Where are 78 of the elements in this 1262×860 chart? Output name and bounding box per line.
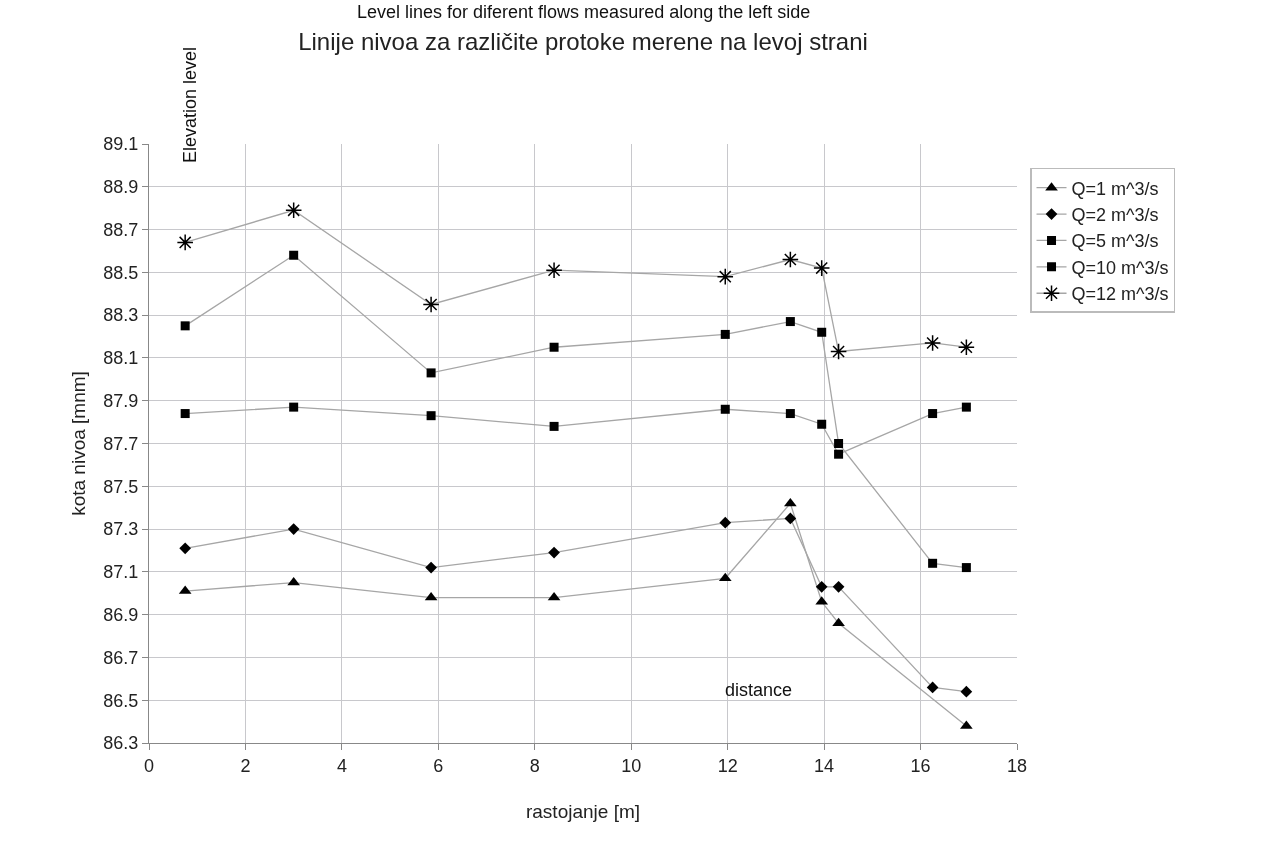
- x-tick-label: 12: [717, 755, 738, 776]
- point: [180, 409, 190, 419]
- point: [830, 342, 848, 361]
- y-tick-label: 88.9: [103, 177, 139, 198]
- point: [179, 542, 192, 555]
- y-tick-label: 87.1: [103, 562, 139, 583]
- point: [287, 523, 300, 535]
- x-tick-label: 16: [910, 755, 931, 776]
- x-axis-title: rastojanje [m]: [525, 801, 641, 823]
- point: [176, 233, 194, 251]
- legend-label: Q=1 m^3/s: [1071, 178, 1159, 199]
- point: [834, 449, 844, 459]
- chart-title: Linije nivoa za različite protoke merene na levoj strani: [298, 28, 868, 56]
- text: Level lines for diferent flows measured along the left side: [357, 2, 811, 22]
- y-tick-label: 87.5: [103, 476, 139, 497]
- point: [784, 497, 797, 507]
- point: [817, 419, 827, 429]
- point: [719, 516, 732, 529]
- point: [425, 561, 437, 574]
- y-tick-label: 86.3: [103, 733, 139, 754]
- annotation: Elevation level: [180, 46, 200, 163]
- y-tick-label: 86.7: [103, 647, 139, 668]
- point: [781, 250, 799, 269]
- point: [961, 563, 971, 573]
- annotation: distance: [725, 680, 793, 700]
- x-tick-label: 18: [1006, 755, 1028, 776]
- legend-label: Q=12 m^3/s: [1071, 284, 1169, 305]
- point: [785, 409, 795, 419]
- y-tick-label: 88.1: [103, 348, 139, 369]
- point: [834, 439, 844, 448]
- legend-label: Q=10 m^3/s: [1071, 257, 1169, 278]
- point: [426, 411, 436, 421]
- y-tick-label: 88.7: [103, 219, 139, 240]
- point: [716, 268, 734, 286]
- point: [545, 261, 563, 279]
- point: [180, 321, 190, 331]
- legend-label: Q=5 m^3/s: [1071, 231, 1159, 252]
- y-tick-label: 88.5: [103, 262, 139, 283]
- y-tick-label: 86.5: [103, 690, 139, 711]
- point: [784, 512, 797, 525]
- point: [817, 327, 827, 337]
- y-tick-label: 87.9: [103, 391, 139, 412]
- point: [928, 558, 938, 568]
- point: [289, 402, 299, 412]
- x-tick-label: 8: [529, 755, 540, 776]
- x-tick-label: 2: [240, 755, 251, 776]
- point: [289, 250, 299, 260]
- legend-label: Q=2 m^3/s: [1071, 205, 1159, 226]
- point: [928, 409, 938, 419]
- x-tick-label: 14: [814, 755, 835, 776]
- point: [548, 546, 560, 559]
- point: [924, 334, 942, 352]
- y-tick-label: 86.9: [103, 604, 139, 625]
- point: [957, 338, 975, 356]
- point: [815, 580, 828, 593]
- point: [718, 572, 732, 582]
- y-tick-label: 87.7: [103, 433, 139, 454]
- point: [720, 404, 730, 414]
- point: [961, 402, 971, 412]
- point: [785, 317, 795, 327]
- x-tick-label: 10: [621, 755, 642, 776]
- y-tick-label: 88.3: [103, 305, 139, 326]
- point: [549, 421, 559, 431]
- point: [426, 368, 436, 378]
- point: [832, 580, 845, 593]
- point: [960, 685, 973, 698]
- x-tick-label: 6: [433, 755, 444, 776]
- point: [422, 295, 440, 313]
- y-tick-label: 89.1: [103, 134, 139, 155]
- y-axis-title: kota nivoa [mnm]: [68, 371, 90, 516]
- x-tick-label: 4: [336, 755, 347, 776]
- point: [285, 201, 303, 219]
- point: [926, 681, 939, 694]
- point: [549, 342, 559, 352]
- y-tick-label: 87.3: [103, 519, 139, 540]
- point: [813, 259, 831, 277]
- x-tick-label: 0: [143, 755, 155, 776]
- point: [720, 329, 730, 339]
